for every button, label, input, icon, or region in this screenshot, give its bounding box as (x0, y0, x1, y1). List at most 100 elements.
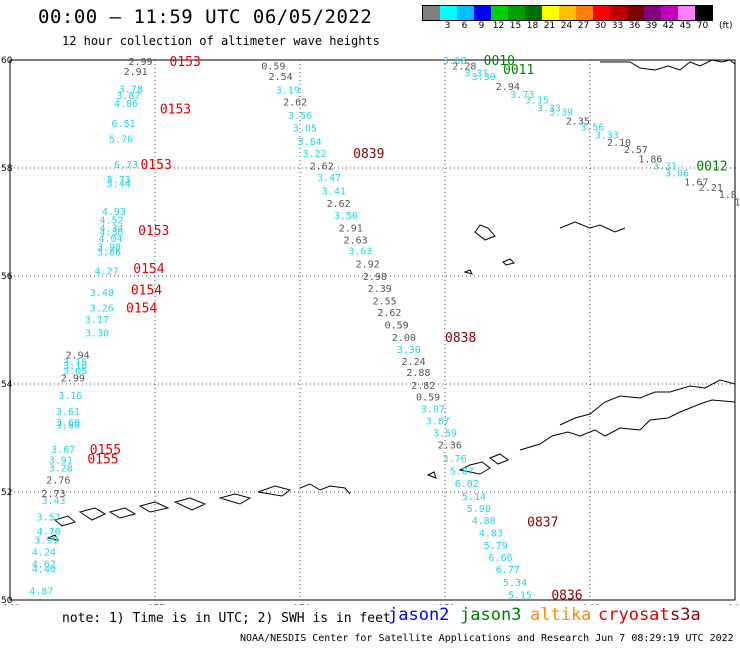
pass-time-label: 0839 (353, 147, 384, 162)
wave-height-value: 3.80 (56, 421, 80, 432)
wave-height-value: 2.82 (411, 381, 435, 392)
longitude-tick-label: -174 (290, 604, 311, 605)
wave-height-value: 5.15 (508, 591, 532, 602)
latitude-tick-label: 56 (1, 272, 13, 282)
wave-height-value: 2.94 (496, 82, 520, 93)
alaska-peninsula (519, 379, 736, 451)
color-scale-cell (525, 6, 542, 20)
legend-item-s3a: s3a (670, 605, 701, 625)
wave-height-value: 3.60 (56, 418, 80, 429)
latitude-tick-label: 50 (1, 596, 13, 605)
color-scale-cell (542, 6, 559, 20)
color-scale-label: 3 (444, 21, 451, 31)
pass-time-label: 0836 (551, 589, 582, 604)
wave-height-value: 0.59 (385, 321, 409, 332)
wave-height-value: 6.77 (496, 565, 520, 576)
wave-height-value: 2.28 (452, 61, 476, 72)
wave-height-value: 5.76 (109, 134, 133, 145)
wave-height-value: 4.87 (29, 586, 53, 597)
wave-height-value: 3.15 (63, 357, 87, 368)
wave-height-value: 0.59 (261, 61, 285, 72)
color-scale-cell (627, 6, 644, 20)
pass-time-label: 0010 (484, 54, 515, 69)
pass-time-label: 0011 (503, 63, 534, 78)
wave-height-value: 4.52 (99, 215, 123, 226)
wave-height-value: 5.44 (107, 179, 131, 190)
latitude-tick-label: 52 (1, 488, 12, 498)
wave-height-value: 2.62 (327, 199, 351, 210)
color-scale-cell (695, 6, 712, 20)
wave-height-value: 4.24 (32, 547, 56, 558)
color-scale-cell (508, 6, 525, 20)
wave-height-value: 3.22 (302, 149, 326, 160)
wave-height-value: 3.18 (63, 361, 87, 372)
wave-height-value: 2.94 (66, 350, 90, 361)
wave-height-value: 3.63 (348, 247, 372, 258)
wave-height-value: 2.91 (339, 223, 363, 234)
color-scale-label: 12 (492, 21, 505, 31)
wave-height-value: 2.92 (356, 260, 380, 271)
wave-height-value: 3.56 (580, 122, 604, 133)
wave-height-value: 2.10 (607, 138, 631, 149)
wave-height-value: 5.14 (462, 492, 486, 503)
alaska-coast-north (600, 59, 736, 71)
wave-height-value: 0.59 (416, 392, 440, 403)
wave-height-value: 5.90 (467, 504, 491, 515)
unalaska-islands (458, 453, 510, 475)
wave-height-value: 3.26 (90, 303, 114, 314)
wave-height-value: 3.56 (288, 111, 312, 122)
color-scale-cell (440, 6, 457, 20)
color-scale-cell (678, 6, 695, 20)
wave-height-value: 3.33 (595, 131, 619, 142)
wave-height-value: 3.06 (665, 168, 689, 179)
nunivak-coast (559, 221, 626, 233)
wave-height-value: 3.87 (116, 91, 140, 102)
color-scale-label: 27 (577, 21, 590, 31)
wave-height-value: 4.27 (95, 267, 119, 278)
pass-time-label: 0155 (90, 443, 121, 458)
color-scale-label: 15 (509, 21, 522, 31)
pass-time-label: 0153 (160, 103, 191, 118)
st-matthew-island (474, 224, 496, 241)
wave-height-value: 2.62 (283, 98, 307, 109)
wave-height-value: 3.47 (317, 173, 341, 184)
color-scale-label: 33 (611, 21, 624, 31)
wave-height-value: 3.98 (97, 242, 121, 253)
wave-height-value: 3.15 (525, 95, 549, 106)
wave-height-value: 3.40 (90, 288, 114, 299)
longitude-tick-label: -171 (435, 604, 455, 605)
axis-labels: -180 -177 -174 -171 -168 -165 60 58 56 54 52 50 (0, 56, 740, 605)
pass-time-label: 0153 (141, 158, 172, 173)
wave-height-value: 2.35 (566, 116, 590, 127)
longitude-tick-label: -165 (725, 604, 740, 605)
pass-time-label: 0838 (445, 331, 476, 346)
wave-height-value: 3.16 (58, 391, 82, 402)
color-scale-label: 36 (628, 21, 641, 31)
wave-height-value: 6.66 (489, 553, 513, 564)
wave-height-value: 2.73 (41, 489, 65, 500)
wave-height-value: 3.41 (322, 187, 346, 198)
wave-height-value: 3.56 (334, 211, 358, 222)
wave-height-value: 3.99 (34, 536, 58, 547)
longitude-tick-label: -177 (145, 604, 165, 605)
pass-time-label: 0153 (138, 224, 169, 239)
wave-height-value: 2.36 (438, 440, 462, 451)
wave-height-value: 3.08 (443, 56, 467, 67)
wave-height-value: 3.28 (49, 464, 73, 475)
wave-height-value: 3.73 (510, 90, 534, 101)
color-scale-label: 6 (461, 21, 468, 31)
wave-height-value: 2.91 (124, 67, 148, 78)
wave-height-value: 4.88 (472, 516, 496, 527)
wave-height-value: 5.34 (503, 578, 527, 589)
legend-item-jason3: jason3 (460, 605, 522, 625)
longitude-tick-label: -180 (0, 604, 20, 605)
wave-height-value: 4.62 (32, 559, 56, 570)
pribilof-island-1 (502, 258, 515, 266)
wave-height-value: 2.39 (368, 284, 392, 295)
wave-height-value: 1.86 (638, 154, 662, 165)
wave-height-labels: 2.992.913.783.874.066.515.766.735.735.44… (29, 56, 740, 602)
aleutian-central (46, 471, 437, 541)
wave-height-value: 2.21 (699, 183, 723, 194)
wave-height-value: 1.67 (684, 178, 708, 189)
wave-height-value: 2.99 (128, 57, 152, 68)
